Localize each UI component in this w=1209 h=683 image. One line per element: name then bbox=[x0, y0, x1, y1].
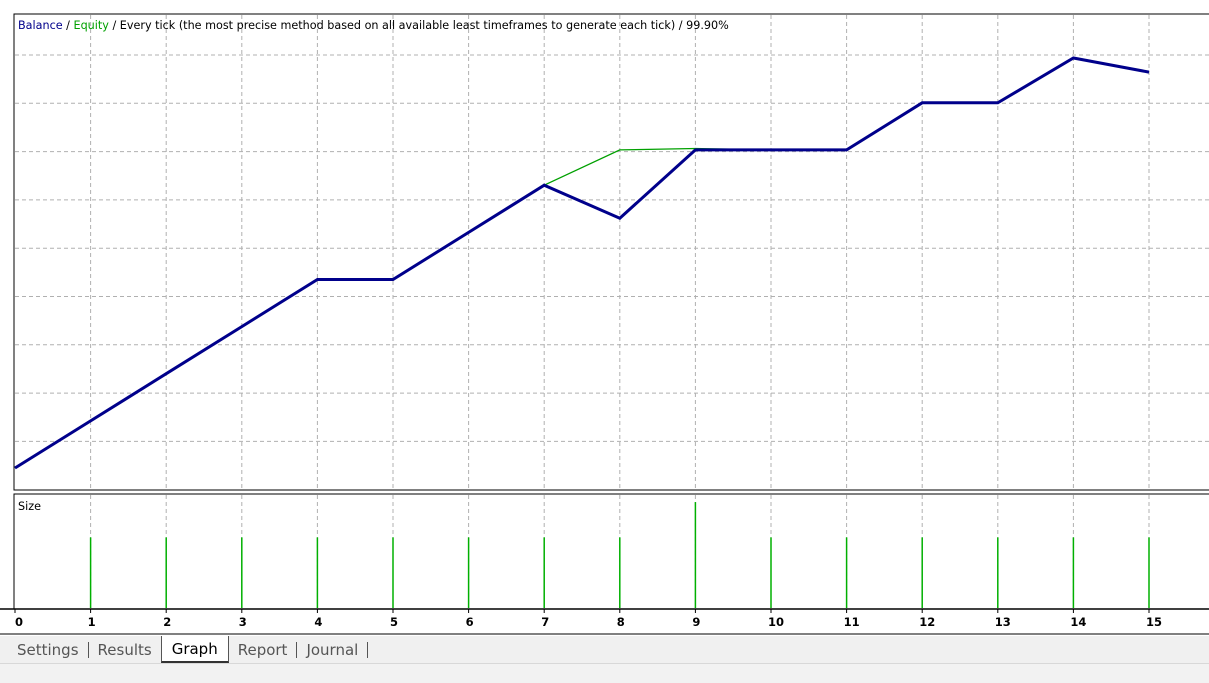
header-separator: / bbox=[63, 19, 74, 32]
tab-report[interactable]: Report bbox=[229, 638, 297, 662]
tab-results[interactable]: Results bbox=[89, 638, 161, 662]
x-tick-label: 2 bbox=[163, 615, 171, 629]
x-tick-label: 8 bbox=[617, 615, 625, 629]
tab-separator bbox=[367, 642, 368, 658]
x-tick-label: 7 bbox=[541, 615, 549, 629]
chart-header: Balance / Equity / Every tick (the most … bbox=[18, 19, 729, 32]
x-tick-label: 14 bbox=[1070, 615, 1086, 629]
x-tick-label: 0 bbox=[15, 615, 23, 629]
x-tick-label: 5 bbox=[390, 615, 398, 629]
equity-chart: Balance / Equity / Every tick (the most … bbox=[0, 0, 1209, 636]
tab-graph[interactable]: Graph bbox=[161, 636, 229, 663]
tab-journal[interactable]: Journal bbox=[297, 638, 367, 662]
x-tick-label: 3 bbox=[239, 615, 247, 629]
x-tick-label: 4 bbox=[314, 615, 322, 629]
x-tick-label: 13 bbox=[995, 615, 1011, 629]
x-tick-label: 11 bbox=[844, 615, 860, 629]
x-tick-label: 10 bbox=[768, 615, 784, 629]
x-tick-label: 6 bbox=[466, 615, 474, 629]
header-description: / Every tick (the most precise method ba… bbox=[109, 19, 729, 32]
header-balance-label: Balance bbox=[18, 19, 63, 32]
x-tick-label: 1 bbox=[88, 615, 96, 629]
x-tick-label: 9 bbox=[692, 615, 700, 629]
header-equity-label: Equity bbox=[74, 19, 110, 32]
x-tick-label: 12 bbox=[919, 615, 935, 629]
x-tick-label: 15 bbox=[1146, 615, 1162, 629]
size-plot-frame bbox=[14, 494, 1209, 609]
tab-settings[interactable]: Settings bbox=[8, 638, 88, 662]
status-band bbox=[0, 663, 1209, 683]
size-title: Size bbox=[18, 500, 41, 513]
